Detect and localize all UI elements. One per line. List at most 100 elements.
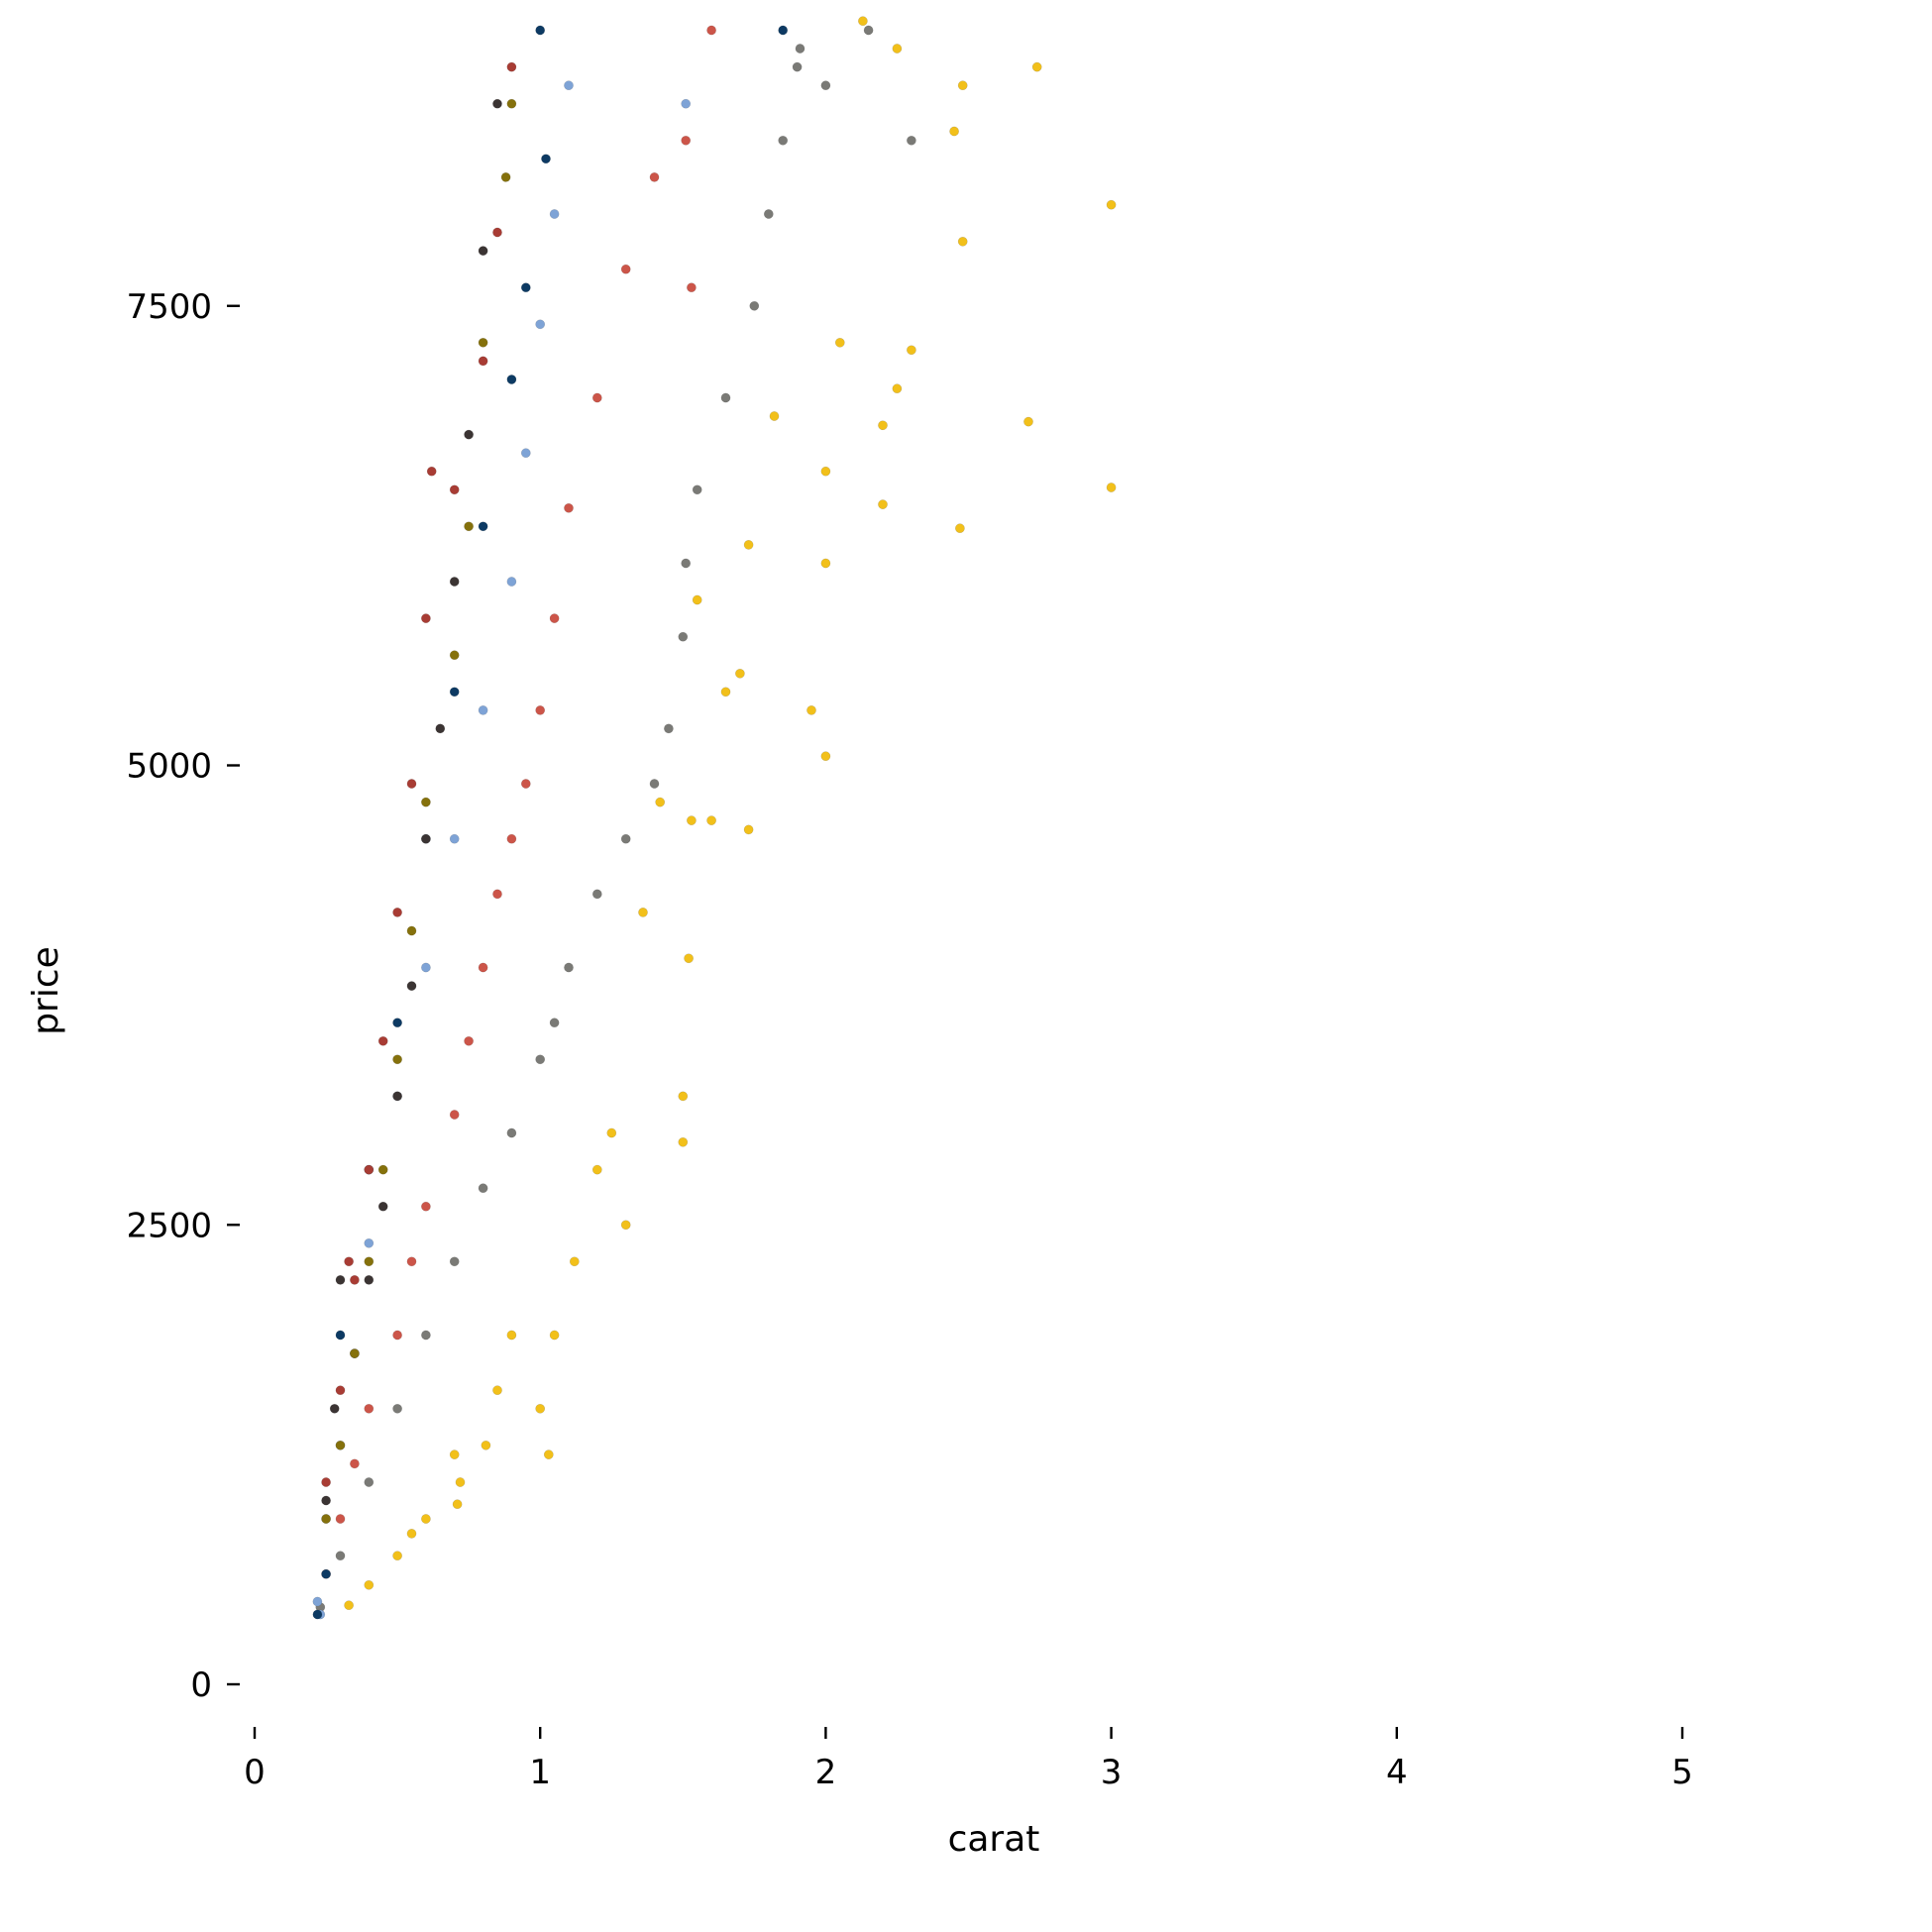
data-point <box>706 815 716 825</box>
data-point <box>955 523 965 534</box>
data-point <box>406 981 417 991</box>
data-point <box>449 650 460 661</box>
data-point <box>364 1238 375 1248</box>
data-point <box>464 429 474 440</box>
data-point <box>549 1330 560 1341</box>
data-point <box>564 502 574 513</box>
series-3 <box>312 80 692 1620</box>
data-point <box>638 908 648 917</box>
data-point <box>684 953 694 964</box>
series-6 <box>321 98 502 1506</box>
data-point <box>421 1514 431 1524</box>
data-point <box>907 345 916 356</box>
data-point <box>421 797 431 807</box>
data-point <box>478 1183 488 1193</box>
data-point <box>364 1275 375 1285</box>
data-point <box>1106 199 1117 210</box>
data-point <box>478 521 488 532</box>
data-point <box>364 1164 375 1175</box>
x-axis: 0 1 2 3 4 5 <box>244 1727 1693 1792</box>
data-point <box>478 337 488 348</box>
y-axis: 025005000750010000125001500017500 <box>126 287 240 1705</box>
data-point <box>863 25 874 36</box>
points-layer <box>312 16 1117 1620</box>
data-point <box>377 1036 388 1046</box>
data-point <box>500 172 511 182</box>
y-tick-label: 0 <box>190 1665 212 1705</box>
data-point <box>892 44 903 54</box>
data-point <box>907 135 916 146</box>
data-point <box>435 723 446 734</box>
x-tick-label: 3 <box>1101 1753 1123 1792</box>
data-point <box>592 889 602 900</box>
data-point <box>521 448 531 459</box>
data-point <box>778 25 789 36</box>
data-point <box>506 61 517 72</box>
data-point <box>421 1201 431 1212</box>
data-point <box>820 466 831 477</box>
data-point <box>392 1091 402 1102</box>
data-point <box>344 1256 354 1267</box>
data-point <box>321 1514 331 1524</box>
data-point <box>521 779 531 789</box>
data-point <box>535 1054 546 1065</box>
data-point <box>455 1477 466 1487</box>
data-point <box>692 484 702 495</box>
data-point <box>506 1330 517 1341</box>
data-point <box>687 815 697 825</box>
data-point <box>792 61 803 72</box>
data-point <box>720 392 731 403</box>
data-point <box>521 282 531 293</box>
y-tick-label: 2500 <box>126 1206 212 1245</box>
data-point <box>892 383 903 394</box>
data-point <box>478 246 488 256</box>
data-point <box>478 356 488 367</box>
y-axis-label: price <box>26 946 66 1035</box>
data-point <box>449 833 460 844</box>
data-point <box>506 833 517 844</box>
y-tick-label: 7500 <box>126 287 212 327</box>
data-point <box>606 1127 617 1138</box>
data-point <box>506 1127 517 1138</box>
x-tick-label: 4 <box>1386 1753 1408 1792</box>
data-point <box>678 631 689 642</box>
data-point <box>778 135 789 146</box>
data-point <box>449 687 460 698</box>
data-point <box>392 1404 402 1414</box>
data-point <box>806 705 816 715</box>
data-point <box>449 577 460 587</box>
data-point <box>858 16 868 27</box>
data-point <box>478 705 488 715</box>
data-point <box>835 337 845 348</box>
data-point <box>592 1164 602 1175</box>
data-point <box>406 1529 417 1539</box>
data-point <box>681 135 692 146</box>
x-tick-label: 0 <box>244 1753 266 1792</box>
data-point <box>421 962 431 973</box>
data-point <box>706 25 716 36</box>
data-point <box>321 1568 331 1579</box>
data-point <box>492 889 502 900</box>
data-point <box>735 669 745 679</box>
data-point <box>687 282 697 293</box>
data-point <box>681 98 692 109</box>
data-point <box>692 594 702 605</box>
data-point <box>364 1580 375 1590</box>
data-point <box>350 1458 360 1469</box>
data-point <box>820 558 831 569</box>
data-point <box>464 521 474 532</box>
data-point <box>449 1110 460 1120</box>
data-point <box>592 392 602 403</box>
series-5 <box>321 61 517 1487</box>
data-point <box>452 1499 463 1509</box>
data-point <box>564 80 574 90</box>
data-point <box>620 1220 631 1231</box>
data-point <box>664 723 674 734</box>
x-tick-label: 5 <box>1671 1753 1693 1792</box>
data-point <box>649 172 660 182</box>
data-point <box>570 1256 580 1267</box>
data-point <box>549 613 560 623</box>
data-point <box>449 484 460 495</box>
data-point <box>769 411 780 421</box>
